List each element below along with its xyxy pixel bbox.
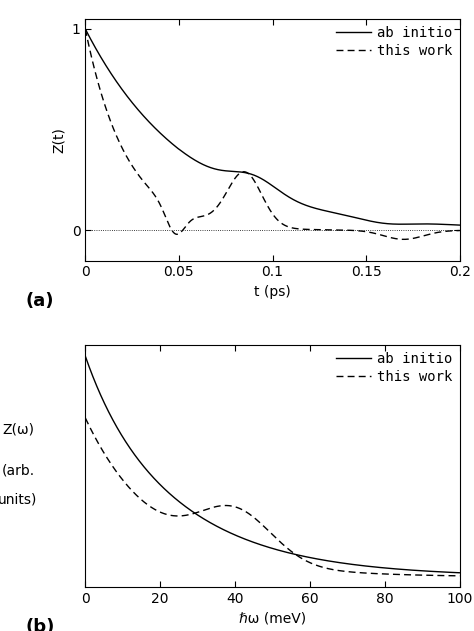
ab initio bbox=[125, 93, 131, 101]
Text: (arb.: (arb. bbox=[1, 464, 35, 478]
this work bbox=[82, 414, 88, 422]
ab initio bbox=[457, 221, 463, 229]
this work bbox=[457, 572, 463, 580]
this work bbox=[410, 235, 415, 242]
ab initio bbox=[226, 528, 232, 536]
this work bbox=[450, 227, 456, 235]
this work bbox=[147, 503, 153, 510]
this work bbox=[226, 184, 232, 192]
ab initio bbox=[449, 221, 455, 228]
ab initio bbox=[409, 567, 415, 574]
Line: this work: this work bbox=[85, 418, 460, 576]
X-axis label: ℏω (meV): ℏω (meV) bbox=[239, 611, 306, 625]
ab initio bbox=[242, 535, 248, 543]
this work bbox=[82, 25, 88, 33]
this work bbox=[226, 502, 232, 509]
ab initio bbox=[242, 169, 248, 177]
Text: units): units) bbox=[0, 493, 37, 507]
this work bbox=[409, 571, 415, 579]
Text: (a): (a) bbox=[26, 292, 54, 310]
this work bbox=[147, 186, 153, 193]
ab initio bbox=[409, 220, 415, 228]
this work bbox=[125, 155, 131, 163]
this work bbox=[449, 572, 455, 579]
Legend: ab initio, this work: ab initio, this work bbox=[336, 26, 453, 58]
Line: ab initio: ab initio bbox=[85, 356, 460, 573]
ab initio bbox=[226, 167, 232, 175]
ab initio bbox=[82, 25, 88, 33]
this work bbox=[125, 483, 131, 490]
ab initio bbox=[147, 119, 153, 127]
ab initio bbox=[82, 352, 88, 360]
Text: (b): (b) bbox=[26, 618, 55, 631]
Legend: ab initio, this work: ab initio, this work bbox=[336, 352, 453, 384]
ab initio bbox=[147, 470, 153, 478]
ab initio bbox=[449, 569, 455, 576]
X-axis label: t (ps): t (ps) bbox=[254, 285, 291, 299]
this work bbox=[401, 235, 407, 243]
ab initio bbox=[125, 442, 131, 449]
Line: this work: this work bbox=[85, 29, 460, 239]
this work bbox=[457, 227, 463, 234]
ab initio bbox=[457, 569, 463, 577]
Y-axis label: Z(t): Z(t) bbox=[52, 127, 66, 153]
Line: ab initio: ab initio bbox=[85, 29, 460, 225]
Text: Z(ω): Z(ω) bbox=[2, 423, 34, 437]
this work bbox=[242, 168, 248, 175]
this work bbox=[242, 507, 248, 515]
